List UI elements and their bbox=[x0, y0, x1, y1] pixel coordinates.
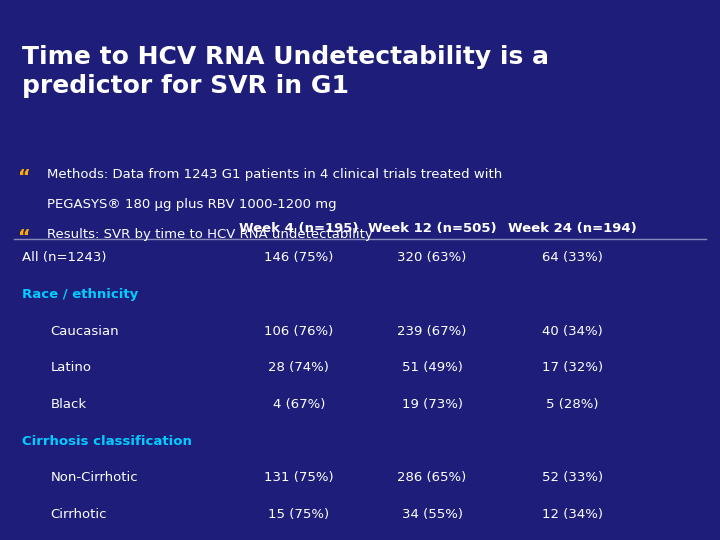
Text: 286 (65%): 286 (65%) bbox=[397, 471, 467, 484]
Text: “: “ bbox=[18, 228, 31, 247]
Text: 28 (74%): 28 (74%) bbox=[269, 361, 329, 374]
Text: 34 (55%): 34 (55%) bbox=[402, 508, 462, 521]
Text: Results: SVR by time to HCV RNA undetectability: Results: SVR by time to HCV RNA undetect… bbox=[47, 228, 372, 241]
Text: 17 (32%): 17 (32%) bbox=[542, 361, 603, 374]
Text: 320 (63%): 320 (63%) bbox=[397, 251, 467, 264]
Text: Week 4 (n=195): Week 4 (n=195) bbox=[239, 222, 359, 235]
Text: 15 (75%): 15 (75%) bbox=[269, 508, 329, 521]
Text: Methods: Data from 1243 G1 patients in 4 clinical trials treated with: Methods: Data from 1243 G1 patients in 4… bbox=[47, 168, 502, 181]
Text: Latino: Latino bbox=[50, 361, 91, 374]
Text: 106 (76%): 106 (76%) bbox=[264, 325, 333, 338]
Text: Cirrhotic: Cirrhotic bbox=[50, 508, 107, 521]
Text: 51 (49%): 51 (49%) bbox=[402, 361, 462, 374]
Text: 4 (67%): 4 (67%) bbox=[273, 398, 325, 411]
Text: 12 (34%): 12 (34%) bbox=[542, 508, 603, 521]
Text: Time to HCV RNA Undetectability is a
predictor for SVR in G1: Time to HCV RNA Undetectability is a pre… bbox=[22, 45, 549, 98]
Text: Week 24 (n=194): Week 24 (n=194) bbox=[508, 222, 636, 235]
Text: 19 (73%): 19 (73%) bbox=[402, 398, 462, 411]
Text: All (n=1243): All (n=1243) bbox=[22, 251, 106, 264]
Text: 52 (33%): 52 (33%) bbox=[542, 471, 603, 484]
Text: Week 12 (n=505): Week 12 (n=505) bbox=[368, 222, 496, 235]
Text: 64 (33%): 64 (33%) bbox=[542, 251, 603, 264]
Text: Cirrhosis classification: Cirrhosis classification bbox=[22, 435, 192, 448]
Text: 146 (75%): 146 (75%) bbox=[264, 251, 333, 264]
Text: Caucasian: Caucasian bbox=[50, 325, 119, 338]
Text: PEGASYS® 180 µg plus RBV 1000-1200 mg: PEGASYS® 180 µg plus RBV 1000-1200 mg bbox=[47, 198, 336, 211]
Text: 131 (75%): 131 (75%) bbox=[264, 471, 333, 484]
Text: Black: Black bbox=[50, 398, 86, 411]
Text: 40 (34%): 40 (34%) bbox=[542, 325, 603, 338]
Text: Non-Cirrhotic: Non-Cirrhotic bbox=[50, 471, 138, 484]
Text: Race / ethnicity: Race / ethnicity bbox=[22, 288, 138, 301]
Text: “: “ bbox=[18, 168, 31, 187]
Text: 5 (28%): 5 (28%) bbox=[546, 398, 598, 411]
Text: 239 (67%): 239 (67%) bbox=[397, 325, 467, 338]
